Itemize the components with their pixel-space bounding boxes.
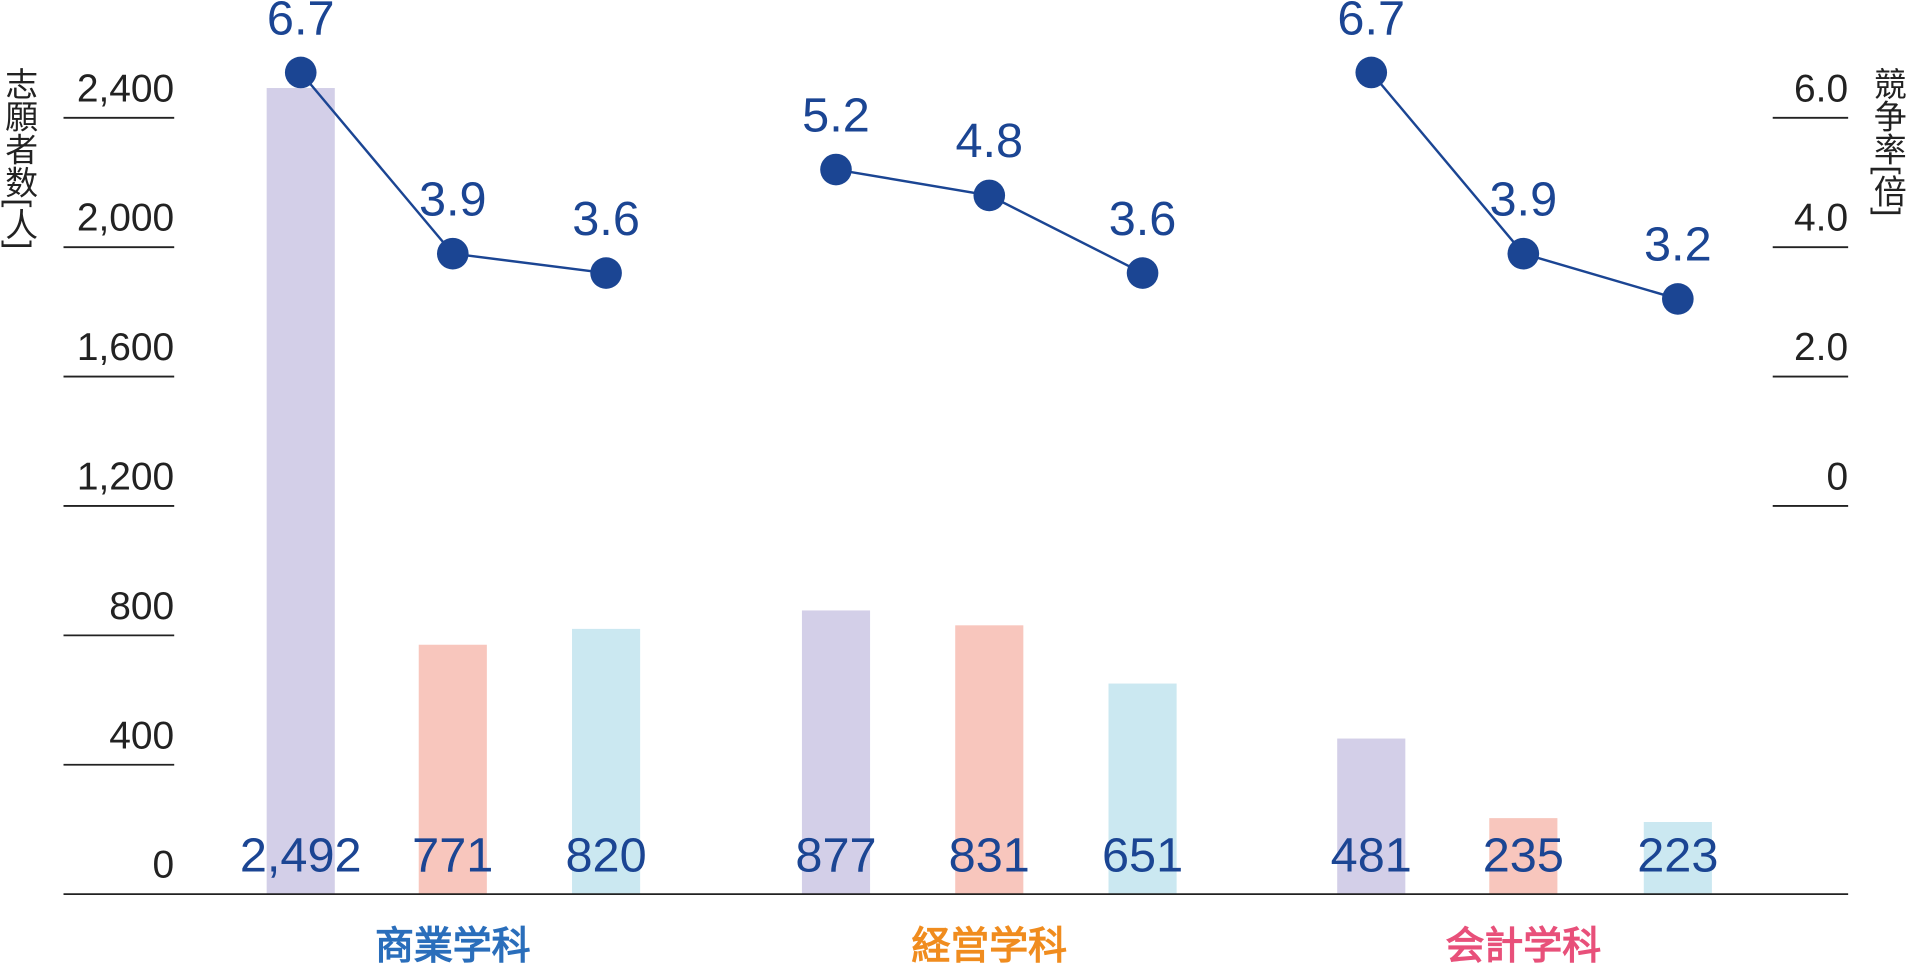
ratio-point (1662, 283, 1694, 315)
bar (266, 88, 335, 895)
ratio-point (436, 237, 469, 270)
group-label: 会計学科 (1446, 925, 1602, 968)
ratio-label: 3.9 (419, 172, 487, 226)
ratio-label: 3.6 (572, 192, 640, 246)
bar-value-label: 820 (565, 829, 646, 883)
group-label: 商業学科 (375, 925, 531, 968)
ratio-point (590, 257, 622, 289)
y2-tick-label: 2.0 (1794, 326, 1848, 369)
y-tick-label: 1,200 (77, 455, 174, 498)
ratio-label: 6.7 (1337, 0, 1405, 45)
bar (801, 610, 871, 895)
ratio-point (1507, 237, 1540, 270)
ratio-point (284, 56, 317, 89)
bar (418, 644, 487, 895)
bar-value-label: 831 (949, 829, 1030, 883)
ratio-point (1355, 56, 1388, 89)
bar (955, 625, 1024, 895)
y-tick-label: 400 (109, 714, 174, 757)
ratio-label: 3.2 (1644, 218, 1712, 272)
ratio-label: 6.7 (267, 0, 335, 45)
y-tick-label: 2,400 (77, 67, 174, 110)
bar (572, 628, 641, 895)
ratio-point (1126, 257, 1159, 289)
bar (1108, 683, 1177, 895)
ratio-point (973, 179, 1006, 212)
y2-tick-label: 4.0 (1794, 197, 1848, 240)
bar-value-label: 235 (1483, 829, 1564, 883)
bar-value-label: 481 (1331, 829, 1412, 883)
bar (1337, 738, 1406, 895)
y-tick-label: 800 (109, 585, 174, 628)
y-axis-label: 志願者数[人] (1, 67, 38, 250)
bar-value-label: 771 (412, 829, 493, 883)
ratio-label: 5.2 (802, 88, 870, 142)
y2-axis-label: 競争率[倍] (1870, 67, 1907, 217)
ratio-point (820, 153, 852, 186)
bar (1643, 822, 1712, 895)
y2-tick-label: 0 (1827, 455, 1849, 498)
y-tick-label: 1,600 (77, 326, 174, 369)
ratio-label: 4.8 (955, 114, 1023, 168)
ratio-label: 3.9 (1490, 172, 1558, 226)
bar-value-label: 223 (1637, 829, 1718, 883)
y-tick-label: 0 (153, 844, 175, 887)
ratio-label: 3.6 (1109, 192, 1177, 246)
bar (1489, 818, 1558, 895)
bar-value-label: 651 (1102, 829, 1183, 883)
bar-value-label: 2,492 (240, 829, 362, 883)
bar-value-label: 877 (795, 829, 876, 883)
group-label: 経営学科 (911, 925, 1067, 968)
y-tick-label: 2,000 (77, 197, 174, 240)
y2-tick-label: 6.0 (1794, 67, 1848, 110)
